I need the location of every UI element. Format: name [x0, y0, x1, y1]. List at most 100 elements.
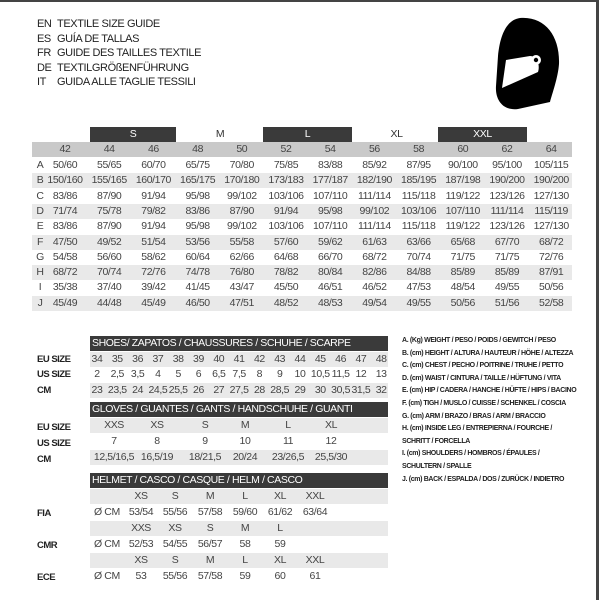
- helmet-value: 52/53: [128, 538, 154, 550]
- table-cell: 66/70: [318, 250, 343, 263]
- title-line: FR GUIDE DES TAILLES TEXTILE: [37, 47, 201, 59]
- table-cell: 165/175: [180, 174, 216, 187]
- table-cell: 103/106: [268, 189, 304, 202]
- helmet-value: 59: [274, 538, 286, 550]
- table-cell: 75/85: [273, 159, 299, 171]
- table-cell: 45/49: [141, 296, 166, 309]
- size-number: 42: [59, 143, 71, 155]
- table-cell: 51/54: [141, 235, 166, 248]
- size-number: 60: [457, 143, 469, 155]
- table-cell: 54/58: [52, 250, 78, 263]
- row-label: US SIZE: [37, 438, 71, 449]
- table-cell: 123/126: [489, 189, 525, 202]
- helmet-size: XXL: [305, 490, 325, 502]
- size-band: [90, 127, 176, 142]
- helmet-size: S: [171, 490, 179, 502]
- row-letter: A: [36, 159, 44, 171]
- table-cell: 111/114: [490, 204, 524, 217]
- helmet-size: S: [206, 522, 214, 534]
- helmet-value: 63/64: [302, 506, 328, 518]
- table-cell: 87/90: [229, 204, 255, 217]
- table-cell: 56/60: [97, 250, 122, 263]
- table-cell: 47: [355, 353, 367, 365]
- table-row-bg: [32, 203, 572, 219]
- row-letter: J: [37, 296, 43, 309]
- helmet-size: L: [242, 490, 248, 502]
- helmet-size: S: [171, 554, 179, 566]
- helmet-value: 59: [239, 570, 251, 582]
- legend-item: J. (cm) BACK / ESPALDA / DOS / ZURÜCK / …: [402, 475, 565, 483]
- table-cell: 10: [239, 435, 251, 447]
- table-cell: 11,5: [331, 368, 350, 381]
- table-cell: 64/68: [273, 250, 299, 263]
- table-cell: 46/51: [318, 281, 343, 294]
- table-cell: 107/110: [312, 189, 348, 202]
- helmet-value: 61: [309, 570, 321, 582]
- unit-label: Ø CM: [94, 506, 120, 518]
- table-cell: 50/56: [539, 281, 564, 294]
- table-cell: 111/114: [357, 189, 391, 202]
- helmet-value: 53/54: [128, 506, 154, 518]
- table-cell: 71/75: [494, 250, 520, 263]
- table-cell: 50/56: [450, 296, 476, 309]
- table-cell: 43: [274, 353, 286, 365]
- table-cell: 9: [202, 435, 208, 447]
- table-cell: 103/106: [268, 220, 304, 233]
- shoes-header: SHOES/ ZAPATOS / CHAUSSURES / SCHUHE / S…: [90, 336, 388, 351]
- table-cell: 26: [193, 383, 204, 396]
- table-cell: 67/70: [494, 235, 520, 248]
- table-cell: M: [240, 419, 250, 431]
- table-cell: 83/86: [185, 204, 210, 217]
- table-cell: 53/56: [185, 235, 210, 248]
- table-cell: 83/86: [52, 189, 78, 202]
- table-cell: XXS: [104, 419, 124, 431]
- legend-item: C. (cm) CHEST / PECHO / POITRINE / TRUHE…: [402, 362, 564, 370]
- size-band-label: M: [215, 128, 225, 140]
- table-cell: 177/187: [312, 174, 349, 187]
- table-cell: 70/80: [229, 159, 255, 171]
- table-cell: 37: [152, 353, 164, 365]
- helmet-size: XXS: [131, 522, 151, 534]
- table-cell: 49/52: [97, 235, 122, 248]
- table-cell: 12: [325, 435, 337, 447]
- table-cell: 119/122: [445, 220, 481, 233]
- table-cell: 87/95: [406, 159, 431, 171]
- table-cell: 83/86: [52, 220, 78, 233]
- table-row-bg: [90, 553, 388, 568]
- table-cell: 115/119: [534, 204, 568, 217]
- table-cell: 35/38: [52, 281, 78, 294]
- table-cell: 85/92: [362, 159, 387, 171]
- helmet-header: HELMET / CASCO / CASQUE / HELM / CASCO: [90, 473, 388, 488]
- row-letter: F: [36, 235, 44, 248]
- table-cell: 32: [375, 383, 387, 396]
- table-cell: 150/160: [47, 174, 83, 187]
- table-cell: 115/118: [401, 220, 436, 233]
- helmet-value: 54/55: [162, 538, 188, 550]
- table-cell: 37/40: [97, 281, 122, 294]
- table-cell: 127/130: [533, 220, 570, 233]
- table-cell: 65/68: [450, 235, 476, 248]
- table-cell: 173/183: [268, 174, 304, 187]
- table-cell: 70/74: [406, 250, 431, 263]
- row-letter: C: [36, 189, 44, 202]
- table-cell: 23,5: [107, 383, 127, 396]
- table-cell: 119/122: [445, 189, 481, 202]
- table-cell: 8: [256, 368, 263, 381]
- legend-item: SCHULTERN / SPALLE: [402, 463, 472, 470]
- helmet-size: XXL: [305, 554, 325, 566]
- table-cell: 103/106: [401, 204, 437, 217]
- table-cell: 28,5: [270, 383, 290, 396]
- table-cell: 68/72: [52, 266, 78, 279]
- gloves-header: GLOVES / GUANTES / GANTS / HANDSCHUHE / …: [90, 402, 388, 417]
- size-number: 62: [501, 143, 513, 155]
- table-row-bg: [90, 418, 388, 433]
- helmet-size: L: [242, 554, 248, 566]
- table-cell: 6: [195, 368, 202, 381]
- table-cell: 5: [175, 368, 181, 381]
- table-cell: 18/21,5: [188, 451, 222, 463]
- helmet-size: M: [240, 522, 250, 534]
- table-row-bg: [90, 352, 388, 367]
- table-cell: 85/89: [494, 266, 520, 279]
- table-cell: 8: [154, 435, 160, 447]
- table-cell: 60/64: [185, 250, 210, 263]
